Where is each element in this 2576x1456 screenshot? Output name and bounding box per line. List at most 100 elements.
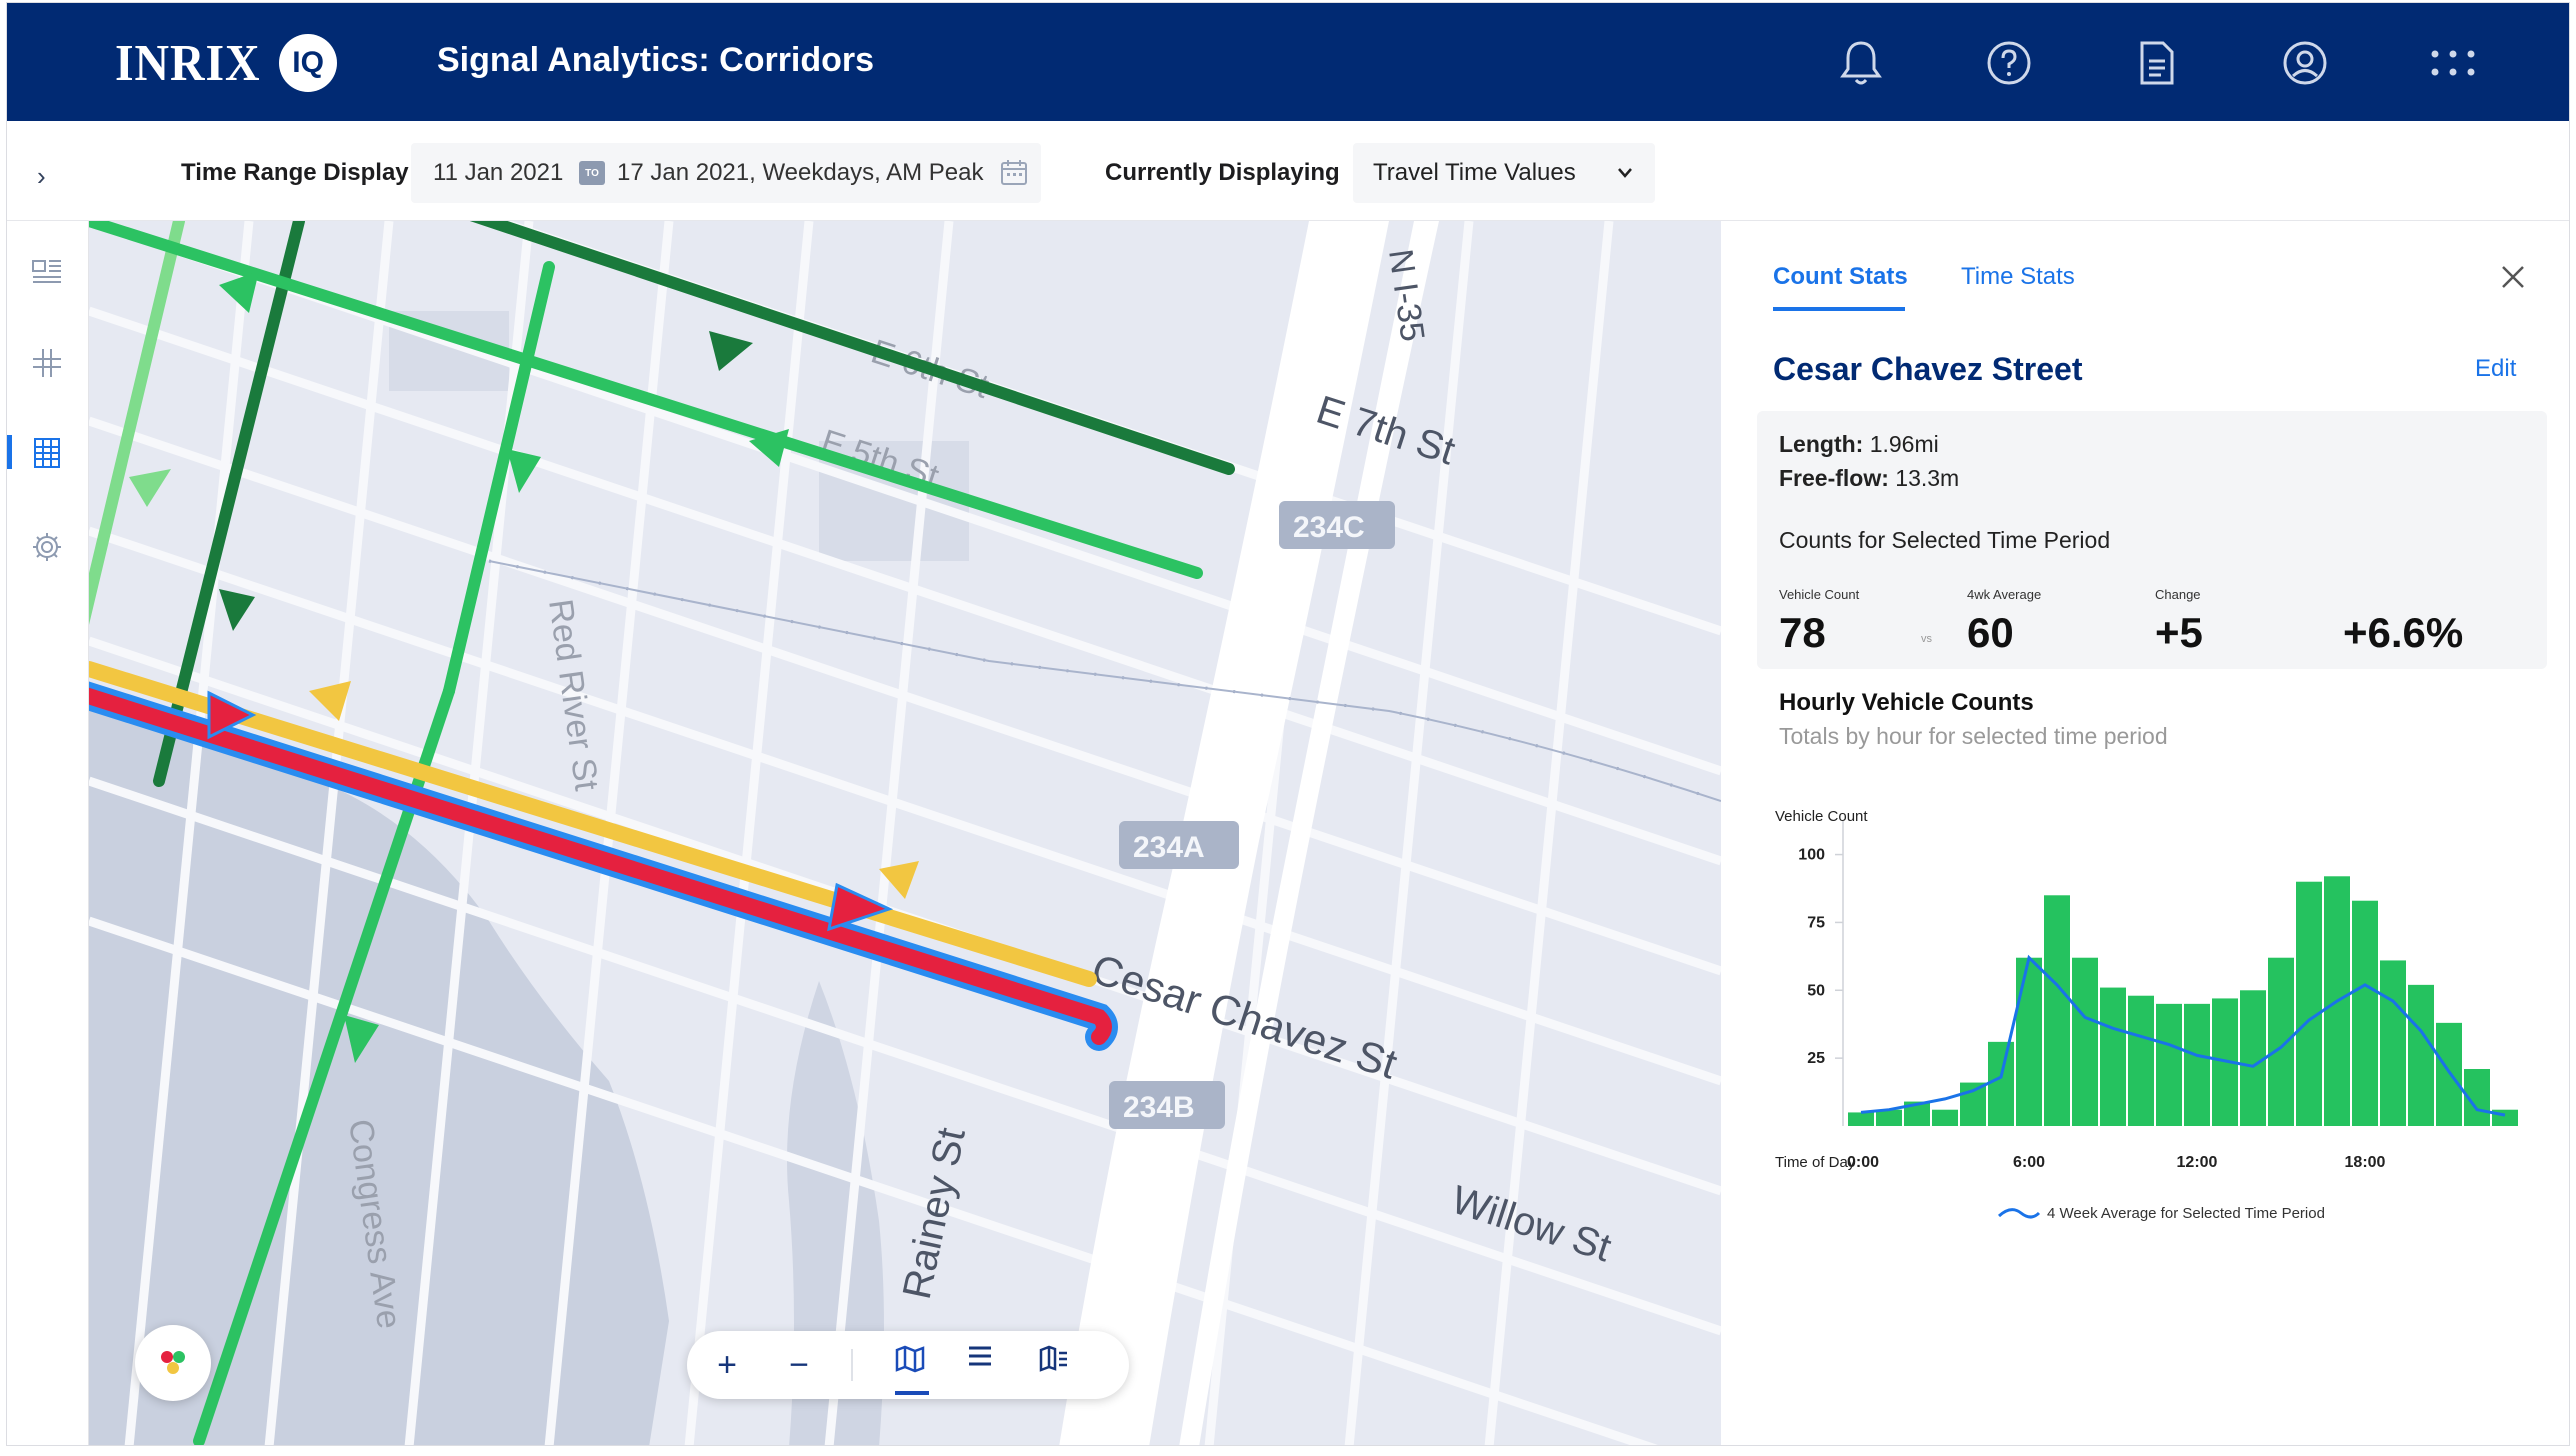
corridor-name: Cesar Chavez Street [1773,351,2083,387]
list-view-icon[interactable] [967,1345,1007,1385]
length-label: Length: [1779,431,1864,457]
close-panel-button[interactable] [2495,261,2531,297]
chart-bar-hour-8 [2072,957,2098,1126]
time-range-label: Time Range Display [181,159,409,186]
expand-sidebar-button[interactable]: › [37,161,46,191]
chart-bar-hour-14 [2240,990,2266,1126]
apps-grid-icon[interactable] [2425,35,2481,91]
left-sidebar [7,221,89,1445]
chart-y-axis-label: Vehicle Count [1775,808,1868,825]
exit-shield-234a-bg [1119,821,1239,869]
app-window: INRIX IQ Signal Analytics: Corridors › T… [6,2,2570,1446]
chart-bar-hour-6 [2016,957,2042,1126]
direction-arrow-icon [207,690,257,740]
change-value: +5 [2155,609,2203,656]
corridors-icon[interactable] [27,433,67,473]
date-range-picker[interactable]: 11 Jan 2021 TO 17 Jan 2021, Weekdays, AM… [411,143,1041,203]
split-view-icon[interactable] [1039,1345,1079,1385]
account-icon[interactable] [2277,35,2333,91]
settings-icon[interactable] [27,527,67,567]
direction-arrow-icon [309,681,351,721]
avg-label: 4wk Average [1967,587,2042,602]
exit-shield-234c-bg [1279,501,1395,549]
exit-shield-234b-bg [1109,1081,1225,1129]
direction-arrow-icon [827,882,894,932]
logo-wordmark: INRIX [115,34,261,92]
chevron-down-icon [1618,168,1632,178]
chart-bar-hour-21 [2436,1022,2462,1126]
chart-y-tick-label: 50 [1807,982,1825,999]
report-icon[interactable] [2129,35,2185,91]
vs-label: vs [1921,633,1932,645]
zoom-in-button[interactable]: + [717,1345,737,1384]
chart-bar-hour-15 [2268,957,2294,1126]
vehicle-count-label: Vehicle Count [1779,587,1860,602]
chart-y-tick-label: 25 [1807,1050,1825,1067]
active-tab-indicator [1773,307,1905,311]
length-value: 1.96mi [1869,431,1939,457]
corridor-map[interactable]: E 7th St E 6th St E 5th St Cesar Chavez … [89,221,1721,1446]
street-label-willow: Willow St [1446,1178,1616,1271]
freeflow-label: Free-flow: [1779,465,1889,491]
chart-bar-hour-9 [2100,987,2126,1126]
display-metric-select[interactable]: Travel Time Values [1353,143,1655,203]
hourly-chart-title: Hourly Vehicle Counts [1779,689,2034,716]
exit-shield-234a: 234A [1133,831,1205,864]
counts-heading: Counts for Selected Time Period [1779,527,2111,553]
dashboard-icon[interactable] [27,251,67,291]
calendar-icon[interactable] [999,157,1029,187]
close-icon [2502,266,2524,288]
display-metric-value: Travel Time Values [1373,159,1576,186]
corridor-segment-light-green [89,221,185,625]
change-percent: +6.6% [2343,609,2464,656]
freeflow-value: 13.3m [1895,465,1960,491]
chart-legend-label: 4 Week Average for Selected Time Period [2047,1205,2325,1222]
stats-summary-card: Length: 1.96mi Free-flow: 13.3m Counts f… [1757,411,2547,669]
end-date: 17 Jan 2021, Weekdays, AM Peak [617,159,984,186]
chart-bar-hour-1 [1876,1109,1902,1126]
edit-corridor-link[interactable]: Edit [2475,355,2517,382]
bell-icon[interactable] [1833,35,1889,91]
app-title: Signal Analytics: Corridors [437,41,875,79]
chart-bar-hour-7 [2044,895,2070,1126]
chart-bar-hour-19 [2380,960,2406,1126]
chart-bar-hour-16 [2296,881,2322,1126]
intersection-icon[interactable] [27,343,67,383]
to-badge: TO [579,161,605,185]
map-canvas[interactable]: E 7th St E 6th St E 5th St Cesar Chavez … [89,221,1721,1446]
chart-y-tick-label: 75 [1807,914,1825,931]
corridor-segment-congress-south [193,685,455,1445]
chart-bar-hour-11 [2156,1003,2182,1126]
lady-bird-lake [89,701,669,1445]
active-view-indicator [895,1391,929,1395]
chart-bar-hour-5 [1988,1041,2014,1126]
change-label: Change [2155,587,2201,602]
tab-count-stats[interactable]: Count Stats [1773,263,1908,290]
chart-y-tick-label: 100 [1798,847,1825,864]
chart-bar-hour-3 [1932,1109,1958,1126]
chart-bar-hour-0 [1848,1112,1874,1126]
legend-button[interactable] [135,1325,211,1401]
help-icon[interactable] [1981,35,2037,91]
direction-arrow-icon [219,271,259,313]
i35-frontage-road [1179,221,1439,1445]
tab-time-stats[interactable]: Time Stats [1961,263,2075,290]
filter-toolbar: › Time Range Display 11 Jan 2021 TO 17 J… [7,121,2569,221]
map-controls-bar: + − [687,1331,1129,1399]
currently-displaying-label: Currently Displaying [1105,159,1340,186]
inrix-iq-logo[interactable]: INRIX IQ [115,34,338,92]
exit-shield-234b: 234B [1123,1091,1195,1124]
map-view-icon[interactable] [895,1345,935,1385]
top-navigation-bar: INRIX IQ Signal Analytics: Corridors [7,3,2569,121]
exit-shield-234c: 234C [1293,511,1365,544]
avg-value: 60 [1967,609,2014,656]
corridor-segment-cesar-chavez-westbound [89,661,1097,987]
corridor-segment-congress-north [443,261,555,697]
chart-x-tick-label: 12:00 [2177,1154,2218,1171]
hourly-chart-subtitle: Totals by hour for selected time period [1779,723,2168,749]
chart-x-tick-label: 18:00 [2345,1154,2386,1171]
traffic-legend-icon [161,1351,185,1374]
zoom-out-button[interactable]: − [789,1345,809,1384]
chart-x-tick-label: 0:00 [1847,1154,1879,1171]
